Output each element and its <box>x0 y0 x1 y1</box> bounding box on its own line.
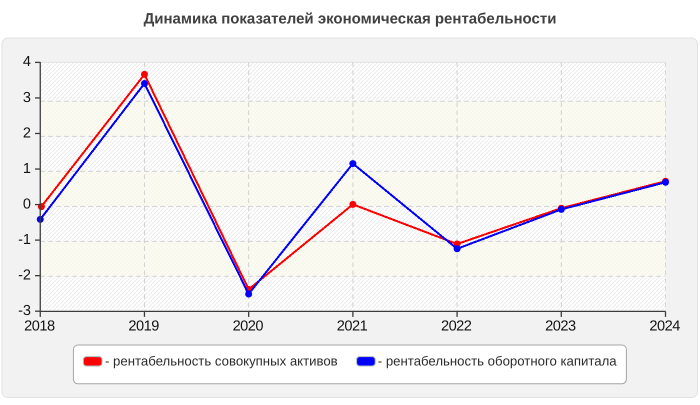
svg-text:0: 0 <box>23 196 31 212</box>
svg-text:- рентабельность совокупных ак: - рентабельность совокупных активов <box>105 354 338 369</box>
svg-text:3: 3 <box>23 90 31 106</box>
svg-text:2022: 2022 <box>441 318 472 334</box>
svg-text:-2: -2 <box>18 268 31 284</box>
svg-text:2019: 2019 <box>128 318 159 334</box>
svg-text:2023: 2023 <box>545 318 576 334</box>
svg-text:2: 2 <box>23 125 31 141</box>
svg-text:2024: 2024 <box>649 318 680 334</box>
svg-text:4: 4 <box>23 54 31 70</box>
svg-text:- рентабельность оборотного ка: - рентабельность оборотного капитала <box>378 354 617 369</box>
svg-text:2021: 2021 <box>337 318 368 334</box>
svg-text:2018: 2018 <box>24 318 55 334</box>
svg-text:-3: -3 <box>18 303 31 319</box>
svg-text:2020: 2020 <box>233 318 264 334</box>
svg-text:-1: -1 <box>18 232 31 248</box>
svg-text:Динамика показателей экономиче: Динамика показателей экономическая рента… <box>144 10 557 27</box>
svg-text:1: 1 <box>23 161 31 177</box>
